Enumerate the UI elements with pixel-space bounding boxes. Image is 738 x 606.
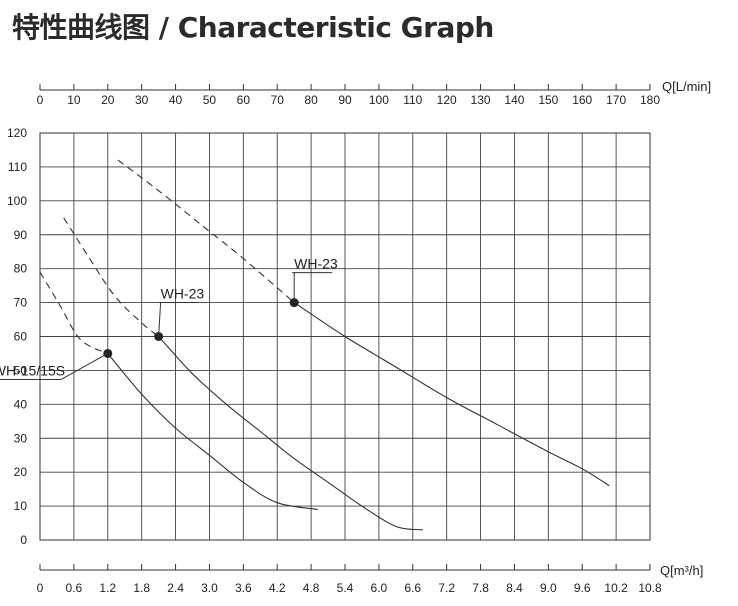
bottom-x-tick-label: 2.4: [167, 581, 184, 595]
y-tick-label: 40: [14, 397, 28, 411]
series-label: WH-23: [294, 256, 338, 272]
bottom-x-tick-label: 6.0: [371, 581, 388, 595]
y-tick-label: 60: [14, 330, 28, 344]
series-curve-dashed: [39, 271, 109, 354]
top-x-tick-label: 130: [471, 93, 491, 107]
bottom-x-tick-label: 9.6: [574, 581, 591, 595]
page-title: 特性曲线图 / Characteristic Graph: [12, 11, 494, 44]
y-tick-label: 90: [14, 228, 28, 242]
top-x-tick-label: 0: [37, 93, 44, 107]
top-x-tick-label: 180: [640, 93, 660, 107]
top-x-tick-label: 50: [203, 93, 217, 107]
bottom-x-tick-label: 8.4: [506, 581, 523, 595]
top-x-tick-label: 140: [504, 93, 524, 107]
top-x-tick-label: 120: [437, 93, 457, 107]
bottom-x-tick-label: 5.4: [337, 581, 354, 595]
series-curve-solid: [293, 302, 610, 487]
top-x-tick-label: 60: [237, 93, 251, 107]
series-label: WH-15/15S: [0, 362, 65, 378]
y-tick-label: 110: [8, 160, 27, 174]
bottom-x-tick-label: 4.2: [269, 581, 286, 595]
top-axis-label: Q[L/min]: [662, 79, 711, 94]
y-tick-label: 120: [7, 126, 27, 140]
bottom-x-tick-label: 0.6: [66, 581, 83, 595]
y-tick-label: 30: [14, 431, 28, 445]
y-tick-label: 100: [7, 194, 27, 208]
bottom-x-tick-label: 3.6: [235, 581, 252, 595]
y-tick-label: 80: [14, 262, 28, 276]
top-x-tick-label: 110: [403, 93, 422, 107]
bottom-x-tick-label: 10.8: [638, 581, 662, 595]
top-x-tick-label: 40: [169, 93, 183, 107]
series-curve-solid: [107, 353, 318, 511]
series-label-leader: [60, 353, 109, 380]
bottom-x-tick-label: 9.0: [540, 581, 557, 595]
bottom-axis-label: Q[m³/h]: [660, 563, 703, 578]
bottom-x-tick-label: 1.8: [133, 581, 150, 595]
top-x-tick-label: 100: [369, 93, 389, 107]
series-curve-solid: [158, 336, 423, 531]
series-label-leader: [158, 302, 162, 337]
top-x-tick-label: 170: [606, 93, 626, 107]
y-tick-label: 0: [20, 533, 27, 547]
top-x-tick-label: 70: [271, 93, 285, 107]
y-tick-label: 70: [14, 296, 28, 310]
y-tick-label: 10: [14, 499, 28, 513]
top-x-tick-label: 90: [338, 93, 352, 107]
bottom-x-tick-label: 4.8: [303, 581, 320, 595]
bottom-x-tick-label: 10.2: [604, 581, 628, 595]
bottom-x-tick-label: 3.0: [201, 581, 218, 595]
top-x-tick-label: 150: [538, 93, 558, 107]
bottom-x-tick-label: 7.8: [472, 581, 489, 595]
series-curve-dashed: [117, 159, 295, 304]
bottom-x-tick-label: 6.6: [404, 581, 421, 595]
top-x-tick-label: 10: [67, 93, 81, 107]
series-label: WH-23: [161, 286, 205, 302]
y-tick-label: 50: [14, 363, 28, 377]
bottom-x-tick-label: 0: [37, 581, 44, 595]
bottom-x-tick-label: 1.2: [99, 581, 116, 595]
bottom-x-tick-label: 7.2: [438, 581, 455, 595]
top-x-tick-label: 80: [304, 93, 318, 107]
top-x-tick-label: 30: [135, 93, 149, 107]
top-x-tick-label: 20: [101, 93, 115, 107]
y-tick-label: 20: [14, 465, 28, 479]
top-x-tick-label: 160: [572, 93, 592, 107]
series-curve-dashed: [63, 217, 159, 337]
